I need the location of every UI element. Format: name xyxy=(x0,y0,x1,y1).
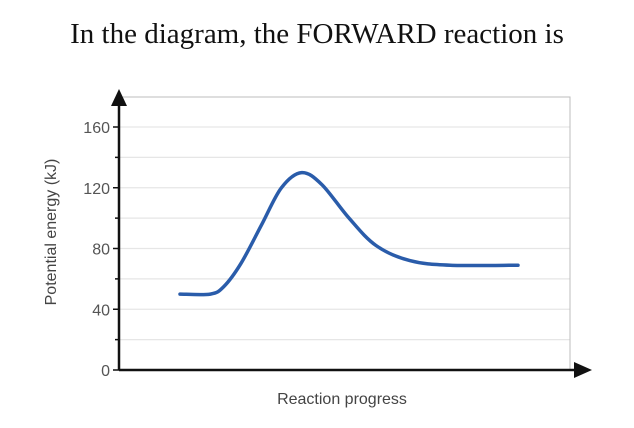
y-axis-arrowhead xyxy=(111,89,127,106)
y-tick-label: 80 xyxy=(92,242,110,259)
y-tick-label: 40 xyxy=(92,302,110,319)
gridlines xyxy=(119,126,570,341)
y-tick-label: 120 xyxy=(83,181,110,198)
x-axis-title: Reaction progress xyxy=(277,391,407,408)
axes xyxy=(111,89,592,378)
y-axis-title: Potential energy (kJ) xyxy=(43,159,60,306)
y-tick-label: 0 xyxy=(101,363,110,380)
question-text: In the diagram, the FORWARD reaction is xyxy=(70,18,564,50)
x-axis-arrowhead xyxy=(574,362,592,378)
y-tick-labels: 0 40 80 120 160 xyxy=(83,120,110,380)
energy-curve xyxy=(178,170,520,297)
plot-frame xyxy=(118,96,571,371)
y-tick-label: 160 xyxy=(83,120,110,137)
